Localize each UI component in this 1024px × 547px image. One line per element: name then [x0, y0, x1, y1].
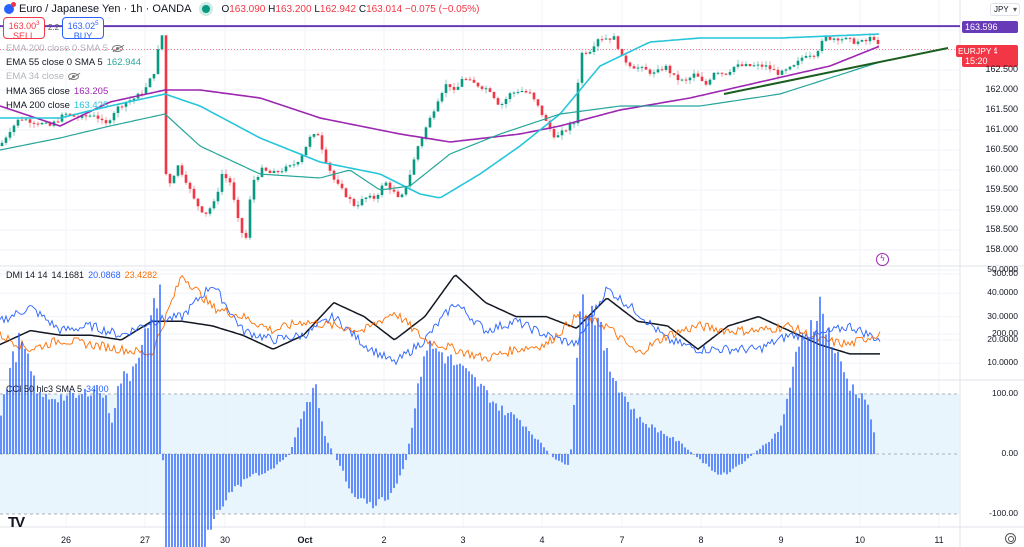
time-axis-label: Oct	[297, 535, 313, 545]
hidden-eye-icon[interactable]	[68, 73, 80, 80]
time-axis-label: 10	[854, 535, 866, 545]
legend-cci[interactable]: CCI 50 hlc3 SMA 5 34.00	[6, 384, 109, 394]
price-axis-label: 160.500	[985, 144, 1018, 154]
price-axis-label: 162.000	[985, 84, 1018, 94]
time-axis-label: 4	[539, 535, 545, 545]
time-axis-label: 2	[381, 535, 387, 545]
lightning-icon[interactable]: ϟ	[876, 253, 889, 266]
settings-icon[interactable]	[1005, 533, 1016, 544]
legend-ema34[interactable]: EMA 34 close	[6, 71, 80, 82]
price-axis-label: 159.500	[985, 184, 1018, 194]
dmi-axis-label: 10.0000	[987, 357, 1018, 368]
time-axis-label: 11	[934, 535, 944, 545]
price-axis-label: 160.000	[985, 164, 1018, 174]
time-axis-label: 27	[139, 535, 151, 545]
time-axis-label: 9	[778, 535, 784, 545]
tradingview-logo[interactable]: TV	[8, 514, 25, 531]
currency-select[interactable]: JPY	[990, 3, 1020, 16]
dmi-axis-label: 40.0000	[987, 287, 1018, 298]
symbol-price-label: EURJPY	[956, 45, 994, 57]
time-axis-label: 7	[619, 535, 625, 545]
dmi-axis-label: 20.0000	[987, 333, 1018, 344]
cci-axis-label: 0.00	[1001, 448, 1018, 458]
legend-hma200[interactable]: HMA 200 close 163.425	[6, 100, 109, 111]
resistance-price-tag: 163.596	[962, 21, 1018, 33]
cci-axis-label: 200.00	[992, 328, 1018, 338]
time-axis-label: 3	[460, 535, 466, 545]
price-axis-label: 158.500	[985, 224, 1018, 234]
time-axis-label: 8	[698, 535, 704, 545]
time-axis-label: 26	[60, 535, 72, 545]
cci-axis-label: -100.00	[989, 508, 1018, 518]
price-axis-label: 158.000	[985, 244, 1018, 254]
dmi-axis-label: 30.0000	[987, 310, 1018, 321]
symbol-flag-icon	[4, 2, 16, 14]
legend-ema55[interactable]: EMA 55 close 0 SMA 5 162.944	[6, 57, 141, 68]
price-axis-label: 159.000	[985, 204, 1018, 214]
time-axis-label: 30	[219, 535, 231, 545]
legend-dmi[interactable]: DMI 14 14 14.1681 20.0868 23.4282	[6, 270, 158, 280]
price-axis-label: 162.500	[985, 64, 1018, 74]
symbol-title[interactable]: Euro / Japanese Yen · 1h · OANDA	[19, 3, 192, 15]
symbol-header: Euro / Japanese Yen · 1h · OANDA O163.09…	[4, 2, 480, 15]
spread-value: 2.2	[48, 23, 60, 32]
legend-ema200[interactable]: EMA 200 close 0 SMA 5	[6, 43, 123, 54]
market-open-icon	[202, 5, 211, 13]
price-axis-label: 161.500	[985, 104, 1018, 114]
buy-button[interactable]: 163.025 BUY	[62, 17, 104, 41]
cci-axis-label: 100.00	[992, 388, 1018, 398]
legend-hma365[interactable]: HMA 365 close 163.205	[6, 86, 109, 97]
dmi-axis-label: 50.0000	[987, 264, 1018, 274]
cci-axis-label: 300.00	[992, 268, 1018, 278]
sell-button[interactable]: 163.003 SELL	[3, 17, 45, 41]
ohlc-values: O163.090 H163.200 L162.942 C163.014 −0.0…	[221, 3, 480, 15]
hidden-eye-icon[interactable]	[111, 45, 123, 52]
price-axis-label: 161.000	[985, 124, 1018, 134]
